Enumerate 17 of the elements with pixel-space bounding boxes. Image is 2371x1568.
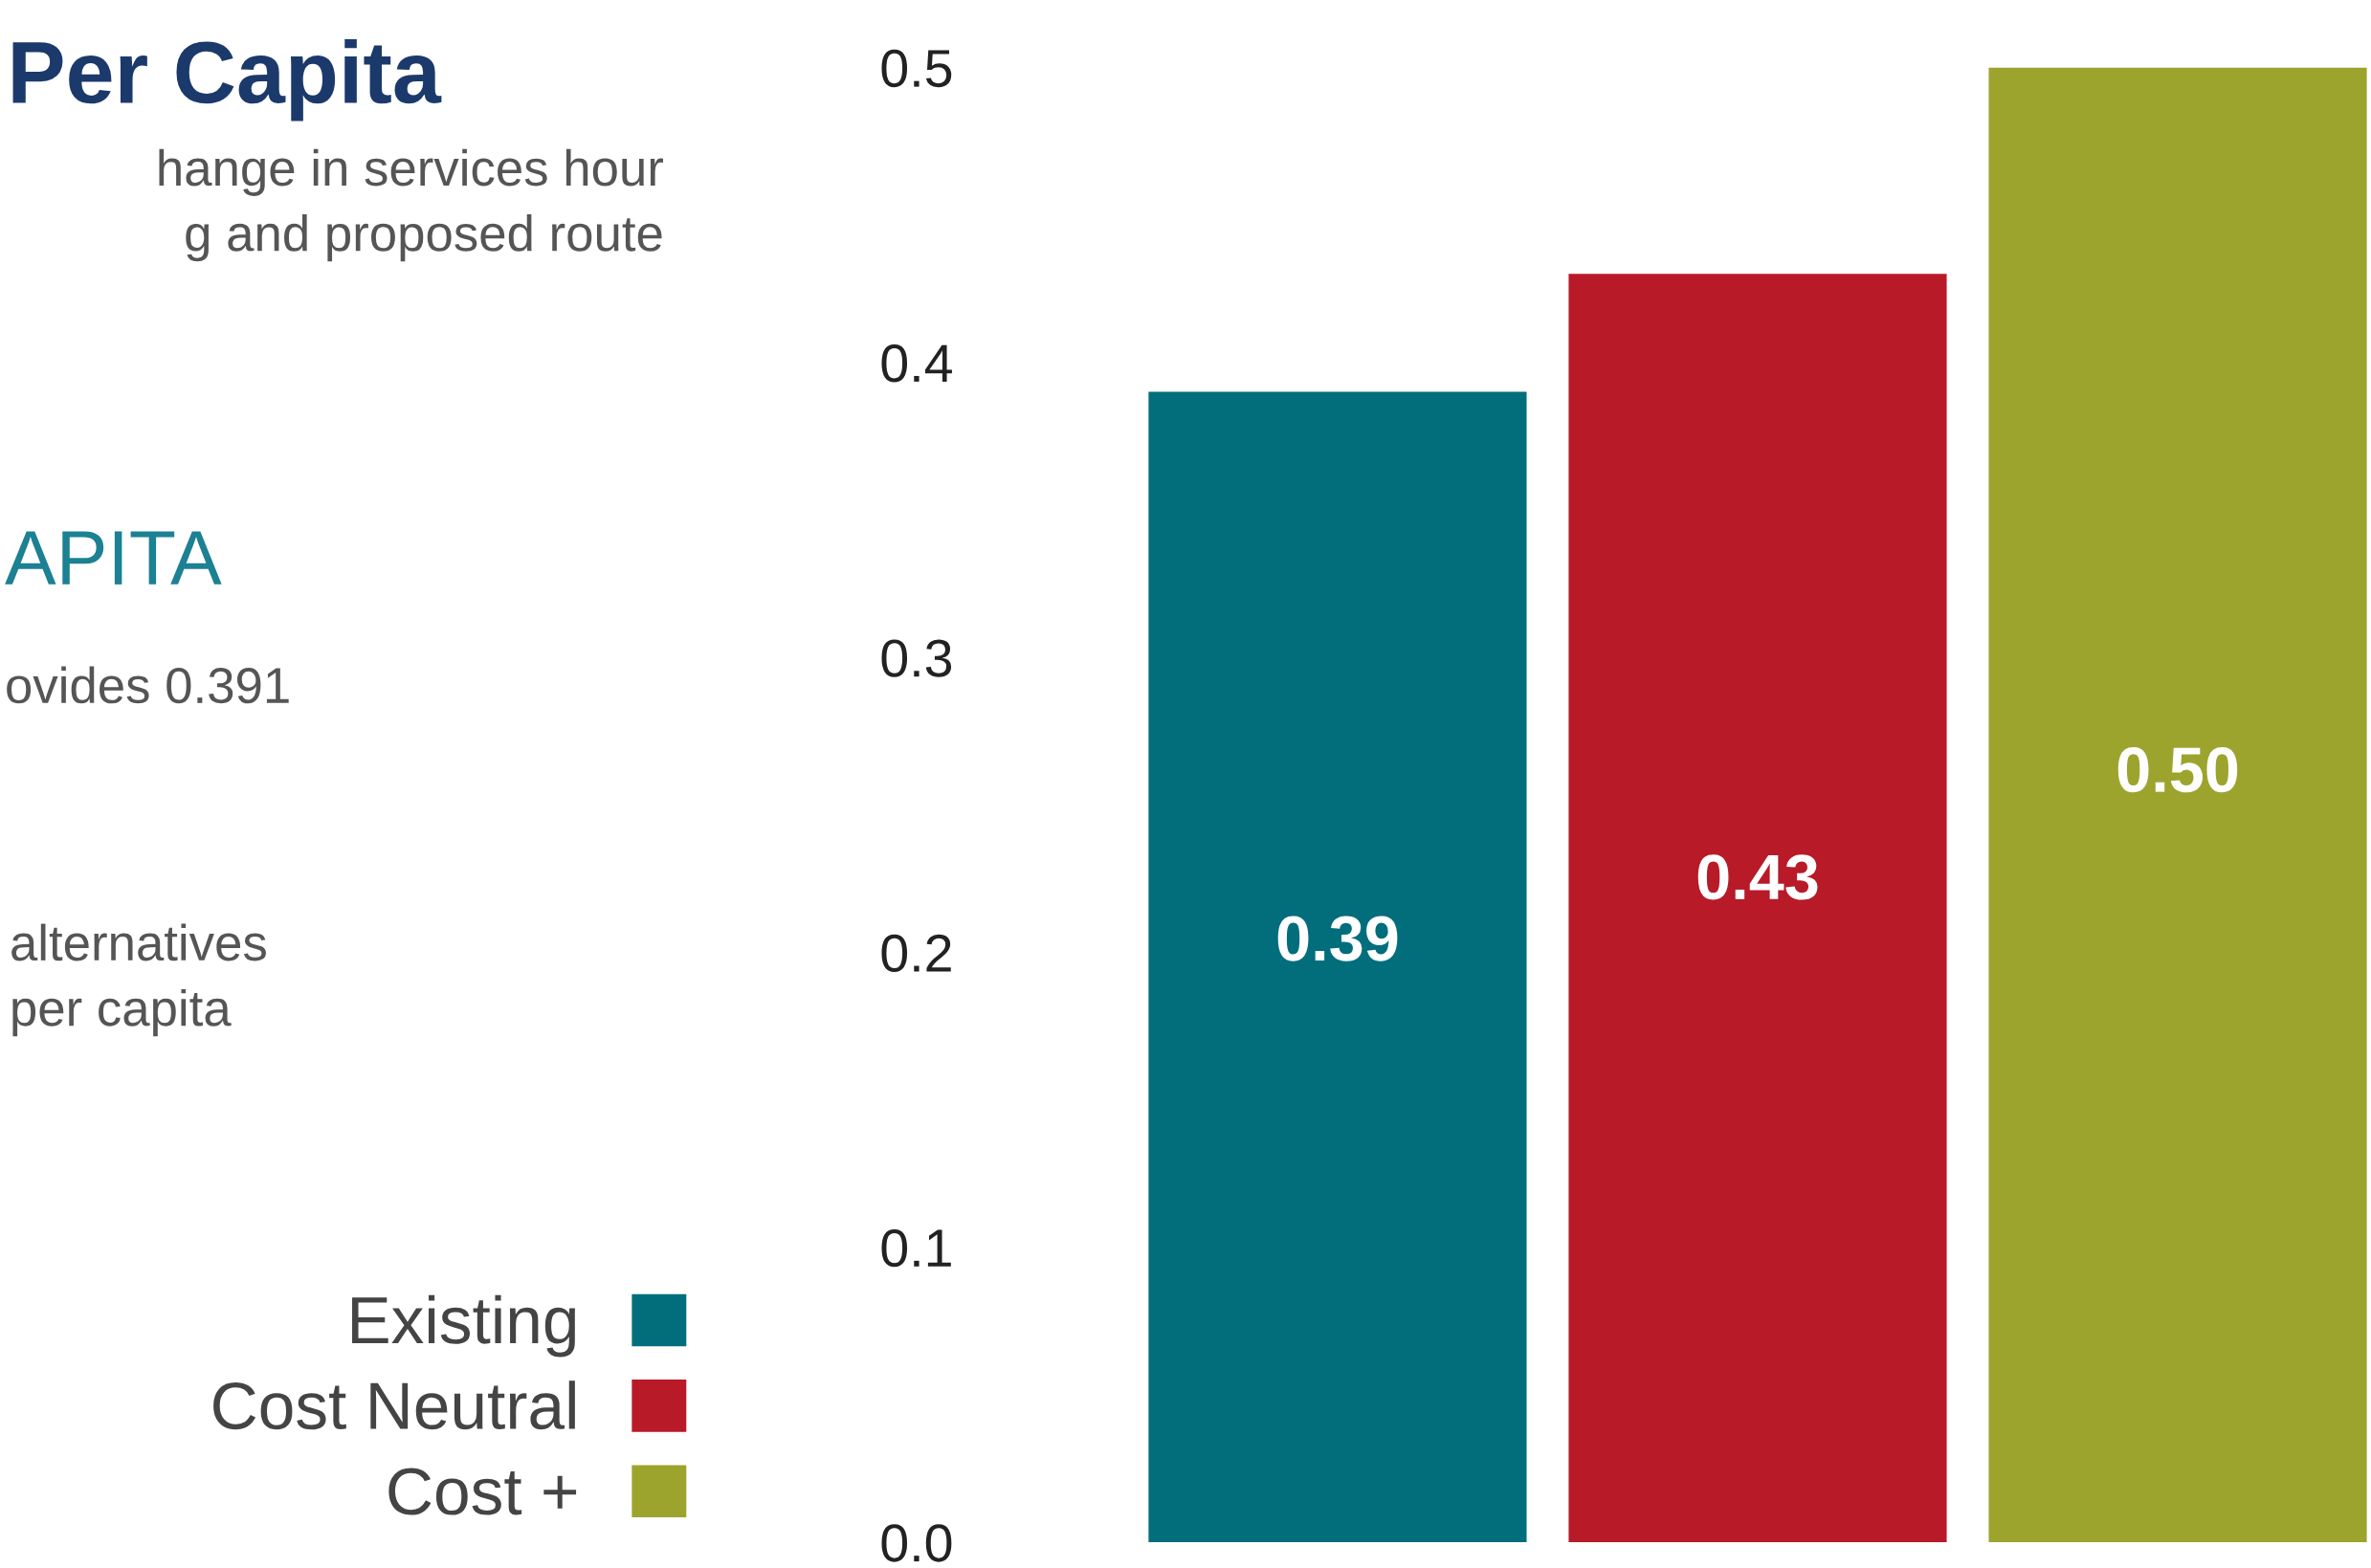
text: 0.3 <box>881 639 952 677</box>
text: 0.0 <box>881 1524 952 1562</box>
legend-label: Cost + <box>388 1468 577 1515</box>
text: Per Capita <box>12 38 442 121</box>
text: 0.2 <box>881 934 951 973</box>
legend-label: Cost Neutral <box>213 1380 575 1430</box>
text: ovides 0.391 <box>7 666 289 704</box>
data-label: 0.43 <box>1697 854 1818 900</box>
text: alternatives per capita <box>11 923 266 1037</box>
data-label: 0.50 <box>2117 747 2238 793</box>
data-label: 0.39 <box>1277 916 1398 961</box>
text: APITA <box>5 531 222 585</box>
text: hange in services hour g and proposed route <box>159 148 663 262</box>
legend-label: Existing <box>352 1294 576 1358</box>
text: 0.5 <box>881 49 952 88</box>
text: 0.1 <box>881 1229 951 1268</box>
text: 0.4 <box>881 344 952 383</box>
